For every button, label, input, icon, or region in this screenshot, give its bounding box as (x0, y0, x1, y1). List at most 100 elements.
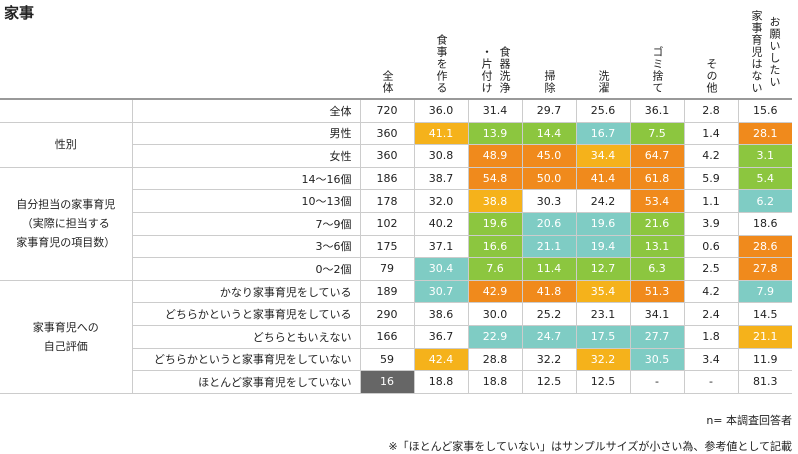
row-label: ほとんど家事育児をしていない (132, 370, 360, 394)
value-cell: 2.8 (683, 99, 738, 123)
blank (0, 6, 132, 100)
value-cell: 36.0 (413, 99, 468, 123)
column-header: 全体 (360, 6, 414, 100)
value-cell: 720 (359, 99, 414, 123)
row: 10〜13個 178 32.0 38.8 30.3 24.2 53.4 1.1 6.2 (0, 189, 792, 213)
row-label: 10〜13個 (132, 189, 360, 213)
group-cell (0, 99, 133, 123)
column-header: 洗濯 (576, 6, 630, 100)
value-cell: 81.3 (737, 370, 792, 394)
group-label: 家事育児の項目数） (16, 236, 116, 250)
value-cell: 360 (359, 122, 414, 146)
value-cell: 32.0 (413, 189, 468, 213)
value-cell: 28.8 (467, 348, 522, 372)
value-cell: 24.2 (575, 189, 630, 213)
value-cell: 38.7 (413, 167, 468, 191)
row-label: 3〜6個 (132, 235, 360, 259)
value-cell: 15.6 (737, 99, 792, 123)
header-text: 全体 (381, 70, 394, 94)
value-cell: 25.6 (575, 99, 630, 123)
value-cell: 20.6 (521, 212, 576, 236)
value-cell: 175 (359, 235, 414, 259)
group-cell: 性別 (0, 122, 133, 168)
value-cell: 30.4 (413, 257, 468, 281)
value-cell: 186 (359, 167, 414, 191)
data-table: 全体 食事を作る 食器洗浄 ・片付け 掃除 洗濯 ゴミ捨て その他 お願いしたい 家事育児はない全… (0, 6, 792, 394)
value-cell: 0.6 (683, 235, 738, 259)
value-cell: 14.4 (521, 122, 576, 146)
header-text: 掃除 (543, 70, 556, 94)
header-lines: その他 (684, 58, 738, 94)
column-header: 食事を作る (414, 6, 468, 100)
note: n= 本調査回答者 (706, 414, 792, 427)
value-cell: 25.2 (521, 302, 576, 326)
row-label: 14〜16個 (132, 167, 360, 191)
value-cell: 30.5 (629, 348, 684, 372)
value-cell: 28.1 (737, 122, 792, 146)
value-cell: 38.8 (467, 189, 522, 213)
value-cell: 42.4 (413, 348, 468, 372)
note: ※「ほとんど家事をしていない」はサンプルサイズが小さい為、参考値として記載 (388, 440, 792, 453)
value-cell: 64.7 (629, 144, 684, 168)
value-cell: 3.1 (737, 144, 792, 168)
value-cell: 4.2 (683, 144, 738, 168)
value-cell: 32.2 (521, 348, 576, 372)
group-label: 家事育児への (32, 320, 99, 334)
value-cell: 18.8 (467, 370, 522, 394)
row-label: 全体 (132, 99, 360, 123)
value-cell: 12.7 (575, 257, 630, 281)
header-text: 洗濯 (597, 70, 610, 94)
value-cell: 19.6 (575, 212, 630, 236)
value-cell: 41.8 (521, 280, 576, 304)
value-cell: 17.5 (575, 325, 630, 349)
value-cell: 61.8 (629, 167, 684, 191)
header-lines: 食器洗浄 ・片付け (468, 46, 522, 94)
value-cell: 14.5 (737, 302, 792, 326)
value-cell: 1.1 (683, 189, 738, 213)
group-label: 自分担当の家事育児 (16, 198, 116, 212)
value-cell: 41.1 (413, 122, 468, 146)
value-cell: 40.2 (413, 212, 468, 236)
row: 自分担当の家事育児 （実際に担当する 家事育児の項目数） 14〜16個 186 38.7 5… (0, 167, 792, 281)
value-cell: 48.9 (467, 144, 522, 168)
value-cell: 18.8 (413, 370, 468, 394)
row: 7〜9個 102 40.2 19.6 20.6 19.6 21.6 3.9 18.6 (0, 212, 792, 236)
value-cell: 360 (359, 144, 414, 168)
value-cell: 53.4 (629, 189, 684, 213)
value-cell: 23.1 (575, 302, 630, 326)
column-header: 食器洗浄 ・片付け (468, 6, 522, 100)
row-label: どちらかというと家事育児をしている (132, 302, 360, 326)
value-cell: 31.4 (467, 99, 522, 123)
value-cell: 2.5 (683, 257, 738, 281)
value-cell: 30.8 (413, 144, 468, 168)
value-cell: 21.1 (737, 325, 792, 349)
value-cell: 30.0 (467, 302, 522, 326)
value-cell: 59 (359, 348, 414, 372)
value-cell: 19.4 (575, 235, 630, 259)
value-cell: 41.4 (575, 167, 630, 191)
value-cell: 18.6 (737, 212, 792, 236)
row: ほとんど家事育児をしていない 16 18.8 18.8 12.5 12.5- -81.3 (0, 370, 792, 394)
blank (132, 6, 360, 100)
row: 家事育児への 自己評価 かなり家事育児をしている 189 30.7 42.9 41.8 35.… (0, 280, 792, 394)
header-lines: 洗濯 (576, 70, 630, 94)
value-cell: - (629, 370, 684, 394)
column-header: 掃除 (522, 6, 576, 100)
value-cell: 13.9 (467, 122, 522, 146)
row: 3〜6個 175 37.1 16.6 21.1 19.4 13.1 0.6 28.6 (0, 235, 792, 259)
value-cell: 36.7 (413, 325, 468, 349)
row: 0〜2個 79 30.4 7.6 11.4 12.7 6.3 2.5 27.8 (0, 257, 792, 281)
value-cell: 27.7 (629, 325, 684, 349)
header-text: 食器洗浄 (498, 46, 511, 94)
value-cell: 13.1 (629, 235, 684, 259)
header-lines: お願いしたい 家事育児はない (738, 10, 792, 94)
value-cell: 37.1 (413, 235, 468, 259)
row: 女性 360 30.8 48.9 45.0 34.4 64.7 4.2 3.1 (0, 144, 792, 168)
row-label: かなり家事育児をしている (132, 280, 360, 304)
value-cell: 19.6 (467, 212, 522, 236)
value-cell: 102 (359, 212, 414, 236)
group-cell: 自分担当の家事育児 （実際に担当する 家事育児の項目数） (0, 167, 133, 281)
value-cell: 32.2 (575, 348, 630, 372)
group-label: （実際に担当する (21, 217, 110, 231)
value-cell: 54.8 (467, 167, 522, 191)
